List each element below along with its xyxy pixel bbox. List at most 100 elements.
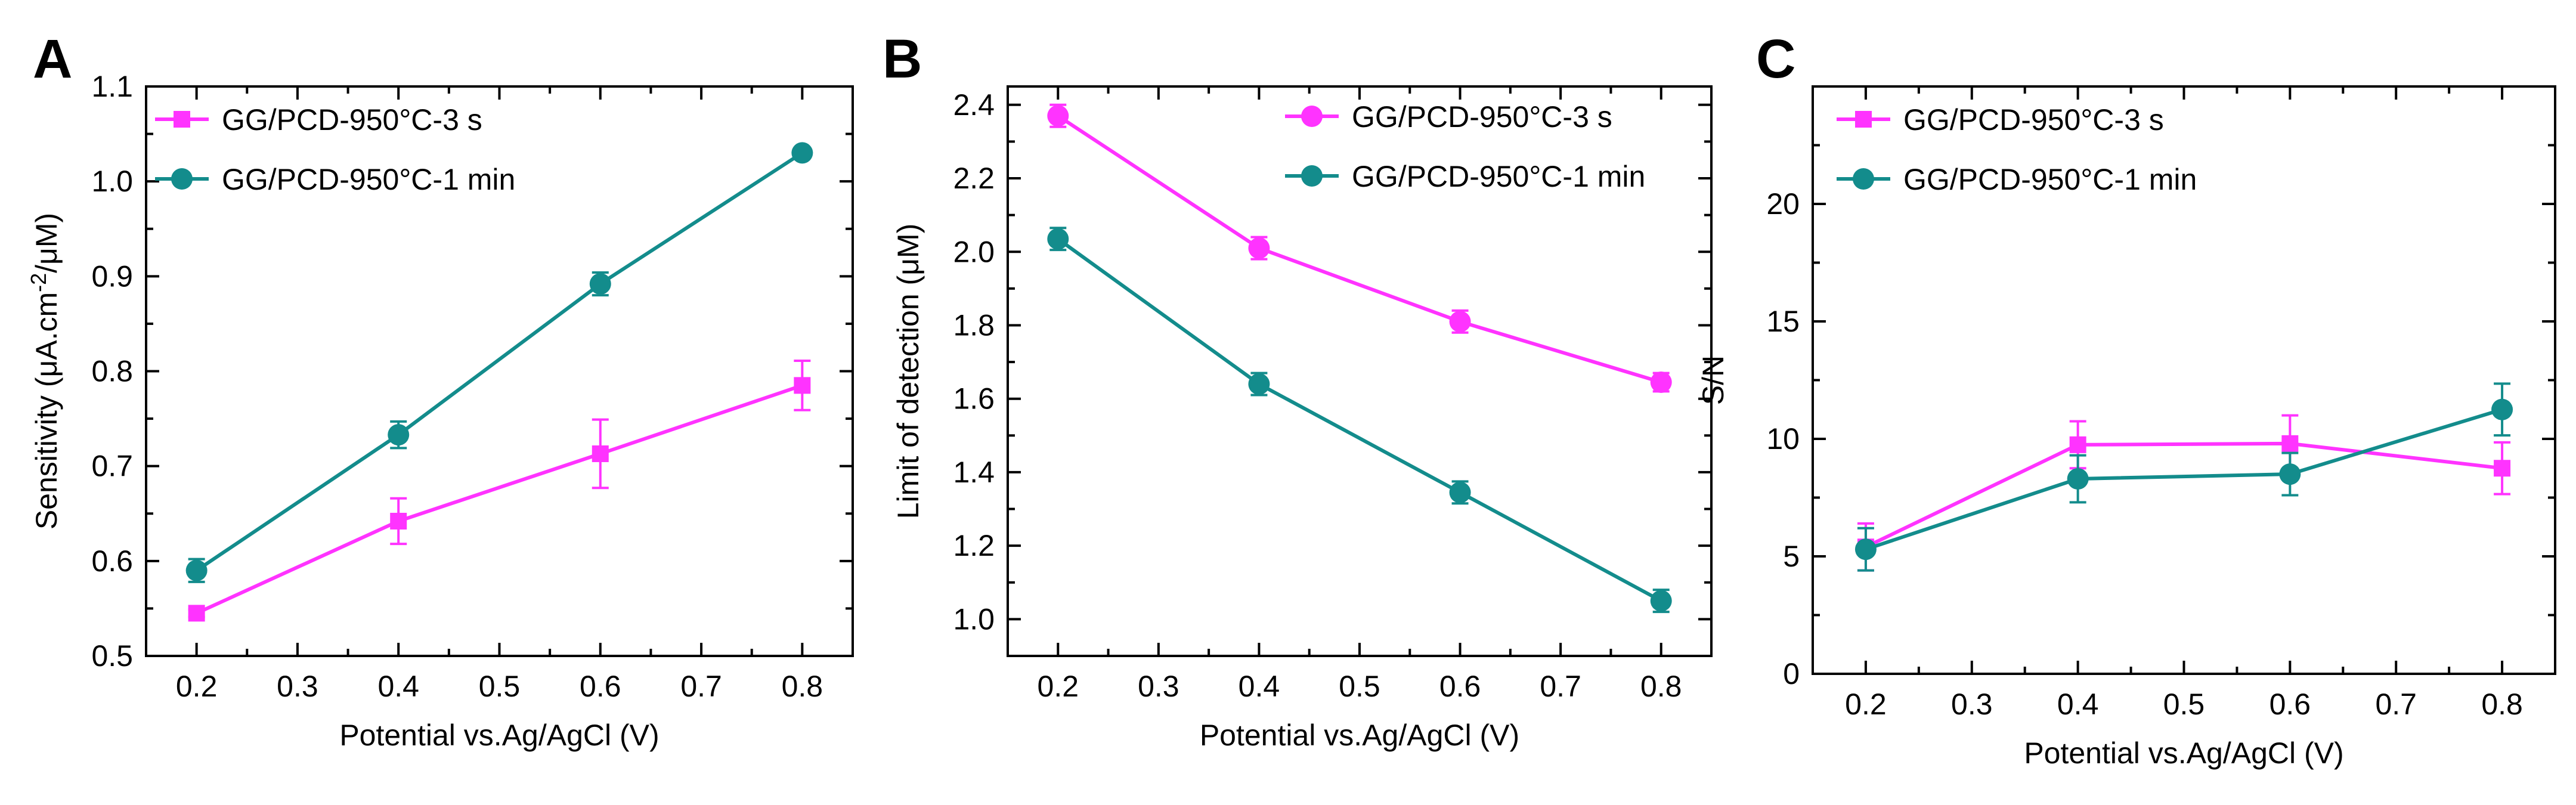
x-tick-label: 0.2 bbox=[1038, 670, 1079, 703]
data-point bbox=[1248, 237, 1270, 259]
y-tick-label: 1.0 bbox=[91, 165, 133, 198]
data-point bbox=[1047, 228, 1069, 250]
series-gg-pcd-950c-1min bbox=[1047, 227, 1672, 614]
data-point bbox=[388, 424, 410, 446]
y-tick-label: 1.0 bbox=[953, 602, 995, 636]
data-point bbox=[390, 512, 407, 530]
x-tick-label: 0.6 bbox=[1439, 670, 1481, 703]
data-point bbox=[2279, 463, 2301, 485]
y-tick-label: 0.6 bbox=[91, 544, 133, 578]
x-tick-label: 0.6 bbox=[2270, 688, 2311, 721]
data-point bbox=[1047, 105, 1069, 127]
series-gg-pcd-950c-3s bbox=[1047, 103, 1672, 393]
y-tick-label: 0 bbox=[1783, 657, 1800, 691]
y-tick-label: 0.7 bbox=[91, 450, 133, 483]
data-point bbox=[1650, 371, 1672, 393]
x-tick-label: 0.7 bbox=[2375, 688, 2417, 721]
y-tick-label: 0.5 bbox=[91, 639, 133, 673]
x-tick-label: 0.3 bbox=[1138, 670, 1179, 703]
x-tick-label: 0.4 bbox=[2057, 688, 2099, 721]
data-point bbox=[2491, 398, 2513, 420]
data-point bbox=[1449, 481, 1471, 503]
data-point bbox=[2281, 435, 2299, 452]
legend-label: GG/PCD-950°C-3 s bbox=[1903, 103, 2164, 137]
y-axis-label: Limit of detection (μM) bbox=[891, 224, 925, 519]
data-point bbox=[1650, 590, 1672, 612]
y-tick-label: 0.9 bbox=[91, 259, 133, 293]
legend-label: GG/PCD-950°C-1 min bbox=[1903, 163, 2197, 196]
series-gg-pcd-950c-1min bbox=[185, 142, 813, 583]
chart-panel-a: A 0.2 0.3 0.4 0.5 0.6 0.7 0.8 0.5 0.6 0.7 0.8 0.9 1.0… bbox=[26, 29, 854, 752]
x-axis-label: Potential vs.Ag/AgCl (V) bbox=[2024, 736, 2343, 770]
x-tick-label: 0.3 bbox=[277, 670, 318, 703]
data-point bbox=[185, 559, 208, 581]
chart-panel-b: B 0.2 0.3 0.4 0.5 0.6 0.7 0.8 1.0 1.2 1.4 1.6 1.8 2.0… bbox=[883, 29, 1713, 752]
x-tick-label: 0.7 bbox=[1540, 670, 1581, 703]
chart-panel-c: C 0.2 0.3 0.4 0.5 0.6 0.7 0.8 0 5 10 15 20 Potential … bbox=[1696, 29, 2556, 770]
y-tick-label: 15 bbox=[1766, 305, 1800, 338]
series-line bbox=[195, 151, 803, 572]
x-tick-label: 0.2 bbox=[1845, 688, 1887, 721]
y-axis-label: S/N bbox=[1696, 355, 1730, 405]
x-tick-label: 0.3 bbox=[1951, 688, 1993, 721]
series-line bbox=[1057, 237, 1662, 603]
data-point bbox=[2069, 436, 2086, 453]
legend-label: GG/PCD-950°C-1 min bbox=[222, 163, 515, 196]
legend-marker bbox=[174, 111, 190, 128]
panel-label: A bbox=[33, 29, 72, 89]
series-line bbox=[1057, 114, 1662, 384]
panel-label: B bbox=[883, 29, 922, 89]
data-point bbox=[1449, 311, 1471, 333]
legend: GG/PCD-950°C-3 s GG/PCD-950°C-1 min bbox=[1837, 103, 2197, 196]
legend-marker bbox=[1301, 165, 1323, 187]
x-tick-label: 0.6 bbox=[580, 670, 621, 703]
series-line bbox=[1865, 441, 2503, 549]
x-tick-label: 0.7 bbox=[680, 670, 722, 703]
y-tick-label: 1.6 bbox=[953, 382, 995, 416]
legend: GG/PCD-950°C-3 s GG/PCD-950°C-1 min bbox=[1285, 100, 1645, 193]
x-tick-label: 0.5 bbox=[479, 670, 521, 703]
data-point bbox=[2494, 460, 2511, 477]
data-point bbox=[2067, 467, 2089, 490]
y-tick-label: 2.0 bbox=[953, 235, 995, 268]
legend-marker bbox=[1853, 168, 1874, 190]
y-tick-label: 2.2 bbox=[953, 162, 995, 195]
legend-marker bbox=[171, 168, 193, 190]
x-axis-label: Potential vs.Ag/AgCl (V) bbox=[1200, 719, 1519, 752]
data-point bbox=[592, 445, 609, 462]
x-tick-label: 0.5 bbox=[2163, 688, 2205, 721]
y-tick-label: 10 bbox=[1766, 422, 1800, 456]
y-tick-label: 2.4 bbox=[953, 88, 995, 122]
series-line bbox=[196, 383, 803, 615]
data-point bbox=[188, 605, 205, 622]
y-tick-label: 1.1 bbox=[91, 70, 133, 103]
legend-label: GG/PCD-950°C-1 min bbox=[1352, 160, 1645, 193]
x-tick-label: 0.8 bbox=[782, 670, 823, 703]
x-tick-label: 0.8 bbox=[1640, 670, 1682, 703]
legend-label: GG/PCD-950°C-3 s bbox=[1352, 100, 1612, 134]
y-tick-label: 20 bbox=[1766, 187, 1800, 221]
data-point bbox=[791, 142, 813, 164]
legend-label: GG/PCD-950°C-3 s bbox=[222, 103, 482, 137]
x-tick-label: 0.5 bbox=[1339, 670, 1380, 703]
data-point bbox=[1854, 538, 1877, 561]
legend-marker bbox=[1855, 111, 1872, 128]
y-tick-label: 1.2 bbox=[953, 529, 995, 562]
legend-marker bbox=[1301, 106, 1323, 127]
x-tick-label: 0.4 bbox=[1239, 670, 1280, 703]
x-tick-label: 0.4 bbox=[377, 670, 419, 703]
series-gg-pcd-950c-1min bbox=[1854, 382, 2513, 572]
x-axis-label: Potential vs.Ag/AgCl (V) bbox=[339, 719, 659, 752]
y-tick-label: 1.8 bbox=[953, 308, 995, 342]
x-tick-label: 0.2 bbox=[176, 670, 218, 703]
x-tick-label: 0.8 bbox=[2481, 688, 2523, 721]
y-tick-label: 1.4 bbox=[953, 456, 995, 489]
series-line bbox=[1865, 407, 2503, 552]
data-point bbox=[1248, 373, 1270, 395]
y-axis-label: Sensitivity (μA.cm-2/μM) bbox=[26, 213, 63, 530]
y-tick-label: 0.8 bbox=[91, 355, 133, 388]
data-point bbox=[794, 377, 811, 394]
panel-label: C bbox=[1756, 29, 1795, 89]
